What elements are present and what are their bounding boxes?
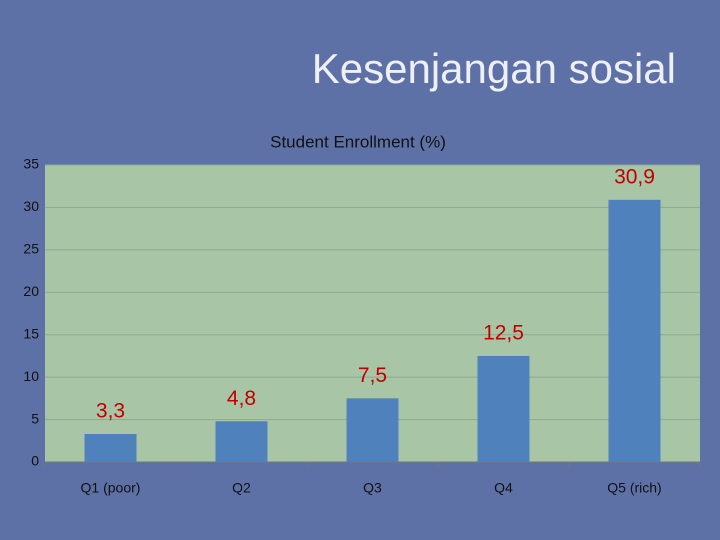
value-label: 3,3 xyxy=(96,400,125,423)
y-tick-label: 35 xyxy=(23,156,39,172)
bar xyxy=(608,199,661,462)
y-tick-label: 25 xyxy=(23,241,39,257)
y-tick-label: 0 xyxy=(31,453,39,469)
y-tick-label: 30 xyxy=(23,198,39,214)
x-tick-label: Q4 xyxy=(494,480,513,496)
bar xyxy=(477,355,530,462)
value-label: 12,5 xyxy=(483,321,524,344)
value-label: 7,5 xyxy=(358,364,387,387)
value-label: 4,8 xyxy=(227,387,256,410)
slide-title: Kesenjangan sosial xyxy=(312,45,676,92)
y-tick-label: 10 xyxy=(23,368,39,384)
y-tick-label: 15 xyxy=(23,325,39,341)
x-tick-label: Q1 (poor) xyxy=(81,480,141,496)
x-tick-label: Q2 xyxy=(232,480,251,496)
bar xyxy=(346,398,399,462)
y-tick-label: 20 xyxy=(23,283,39,299)
chart-title: Student Enrollment (%) xyxy=(270,132,446,151)
x-tick-label: Q3 xyxy=(363,480,382,496)
bar xyxy=(215,421,268,462)
bar xyxy=(84,433,137,462)
value-label: 30,9 xyxy=(614,165,655,188)
y-tick-label: 5 xyxy=(31,410,39,426)
x-tick-label: Q5 (rich) xyxy=(607,480,661,496)
